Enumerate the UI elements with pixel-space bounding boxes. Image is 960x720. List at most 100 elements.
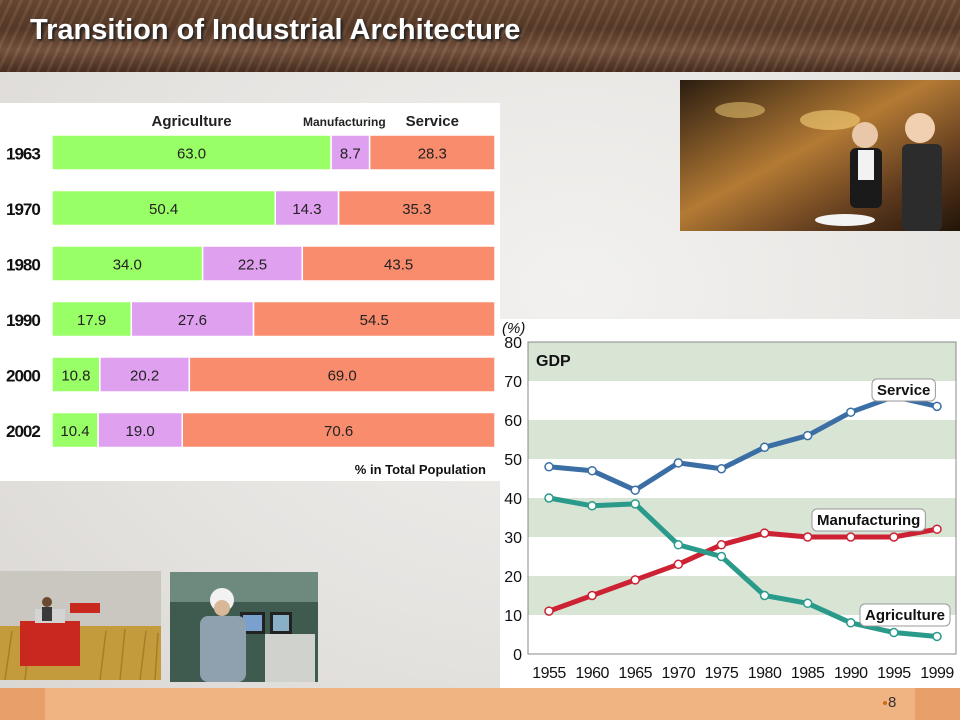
legend-agriculture: Agriculture bbox=[152, 113, 232, 130]
gdp-line-chart: 0 10 20 30 40 50 60 70 80 (%) 1955 1960 1965 1970 1975… bbox=[500, 319, 960, 688]
x-tick-1955: 1955 bbox=[532, 665, 566, 682]
y-tick-10: 10 bbox=[504, 608, 522, 625]
bar-service-1980 bbox=[301, 245, 496, 282]
point-manufacturing-1980 bbox=[759, 528, 770, 538]
bar-manufacturing-1980 bbox=[201, 245, 304, 282]
footer-right-block bbox=[915, 688, 960, 720]
bar-label-manufacturing-1980: 22.5 bbox=[238, 257, 267, 274]
point-service-1985 bbox=[802, 430, 813, 441]
bar-label-manufacturing-1990: 27.6 bbox=[178, 312, 207, 329]
bar-service-1970 bbox=[337, 189, 496, 227]
y-tick-70: 70 bbox=[504, 374, 522, 391]
bar-service-1990 bbox=[252, 300, 496, 338]
y-tick-60: 60 bbox=[504, 413, 522, 430]
bar-agriculture-2002 bbox=[51, 411, 99, 449]
bar-service-1963 bbox=[368, 134, 496, 171]
band-70 bbox=[528, 342, 956, 381]
band-20 bbox=[528, 537, 956, 576]
x-axis-label: % in Total Population bbox=[355, 462, 486, 477]
point-agriculture-1985 bbox=[802, 598, 813, 609]
series-label-manufacturing: Manufacturing bbox=[817, 512, 920, 529]
point-service-1970 bbox=[673, 458, 684, 468]
year-label-1970: 1970 bbox=[6, 200, 40, 219]
point-service-1960 bbox=[587, 465, 597, 476]
factory-worker-photo bbox=[170, 572, 318, 682]
point-agriculture-1965 bbox=[630, 499, 640, 509]
page-number: 8 bbox=[888, 694, 897, 711]
y-tick-0: 0 bbox=[513, 647, 522, 664]
bar-service-2002 bbox=[181, 411, 496, 449]
bar-label-agriculture-1980: 34.0 bbox=[113, 257, 142, 274]
x-tick-1960: 1960 bbox=[575, 665, 609, 682]
x-tick-1985: 1985 bbox=[791, 665, 825, 682]
gdp-line-chart-svg: 0 10 20 30 40 50 60 70 80(%) 1955 1960 1965 1970 1975… bbox=[502, 320, 957, 682]
series-label-box-manufacturing bbox=[811, 508, 926, 532]
year-label-1963: 1963 bbox=[6, 145, 40, 164]
point-service-1955 bbox=[544, 462, 554, 472]
bar-agriculture-2000 bbox=[51, 356, 101, 393]
employment-bar-chart-svg: 1963 63.0 8.7 28.3 1970 50.4 14.3 35.3 1980 34.0 2… bbox=[0, 113, 500, 481]
bar-service-2000 bbox=[188, 356, 496, 393]
point-agriculture-1980 bbox=[759, 590, 770, 601]
series-label-service: Service bbox=[877, 382, 930, 399]
series-label-box-agriculture bbox=[859, 603, 951, 627]
bar-label-service-1980: 43.5 bbox=[384, 257, 413, 274]
series-label-agriculture: Agriculture bbox=[865, 607, 945, 624]
point-service-1999 bbox=[932, 401, 942, 412]
y-tick-20: 20 bbox=[504, 569, 522, 586]
year-label-1980: 1980 bbox=[6, 256, 40, 275]
point-service-1980 bbox=[759, 442, 770, 453]
chart-title: GDP bbox=[536, 353, 571, 370]
footer-left-block bbox=[0, 688, 45, 720]
legend-manufacturing: Manufacturing bbox=[303, 115, 386, 129]
footer-bar bbox=[0, 688, 960, 720]
x-tick-1965: 1965 bbox=[618, 665, 652, 682]
plot-frame bbox=[527, 341, 957, 655]
rice-harvest-photo bbox=[0, 571, 161, 680]
bar-manufacturing-2002 bbox=[97, 411, 183, 449]
band-40 bbox=[528, 459, 956, 498]
x-tick-1995: 1995 bbox=[877, 665, 911, 682]
x-tick-1975: 1975 bbox=[705, 665, 739, 682]
y-tick-80: 80 bbox=[504, 335, 522, 352]
y-tick-40: 40 bbox=[504, 491, 522, 508]
point-manufacturing-1995 bbox=[889, 532, 899, 542]
year-label-1990: 1990 bbox=[6, 311, 40, 330]
point-manufacturing-1970 bbox=[673, 559, 684, 570]
bar-manufacturing-1963 bbox=[330, 134, 371, 171]
point-agriculture-1999 bbox=[932, 631, 942, 642]
point-service-1990 bbox=[846, 407, 856, 417]
xlabel-background bbox=[0, 456, 500, 481]
point-manufacturing-1990 bbox=[846, 532, 856, 542]
slide-title: Transition of Industrial Architecture bbox=[30, 14, 521, 46]
point-manufacturing-1999 bbox=[932, 524, 942, 534]
bar-label-service-2000: 69.0 bbox=[328, 368, 357, 385]
bar-manufacturing-1970 bbox=[274, 189, 340, 227]
point-agriculture-1975 bbox=[716, 551, 727, 562]
x-tick-1999: 1999 bbox=[920, 665, 954, 682]
bar-label-manufacturing-1963: 8.7 bbox=[340, 146, 361, 163]
x-tick-1970: 1970 bbox=[662, 665, 696, 682]
bar-label-agriculture-2000: 10.8 bbox=[61, 368, 90, 385]
y-tick-50: 50 bbox=[504, 452, 522, 469]
point-service-1975 bbox=[716, 464, 727, 474]
bar-manufacturing-2000 bbox=[99, 356, 191, 393]
bar-label-agriculture-2002: 10.4 bbox=[60, 423, 89, 440]
bar-agriculture-1963 bbox=[51, 134, 332, 171]
point-agriculture-1955 bbox=[544, 493, 554, 503]
point-manufacturing-1975 bbox=[716, 540, 727, 550]
y-tick-30: 30 bbox=[504, 530, 522, 547]
series-line-manufacturing bbox=[548, 526, 938, 614]
point-agriculture-1995 bbox=[889, 627, 899, 638]
page-number-bullet-icon bbox=[883, 701, 887, 705]
bar-label-service-1990: 54.5 bbox=[360, 312, 389, 329]
year-label-2000: 2000 bbox=[6, 367, 40, 386]
bar-label-manufacturing-1970: 14.3 bbox=[292, 201, 321, 218]
band-50 bbox=[528, 420, 956, 459]
point-manufacturing-1985 bbox=[802, 532, 813, 542]
bar-label-manufacturing-2000: 20.2 bbox=[130, 368, 159, 385]
restaurant-photo bbox=[680, 80, 960, 231]
point-manufacturing-1955 bbox=[544, 606, 554, 616]
legend-service: Service bbox=[406, 113, 459, 130]
